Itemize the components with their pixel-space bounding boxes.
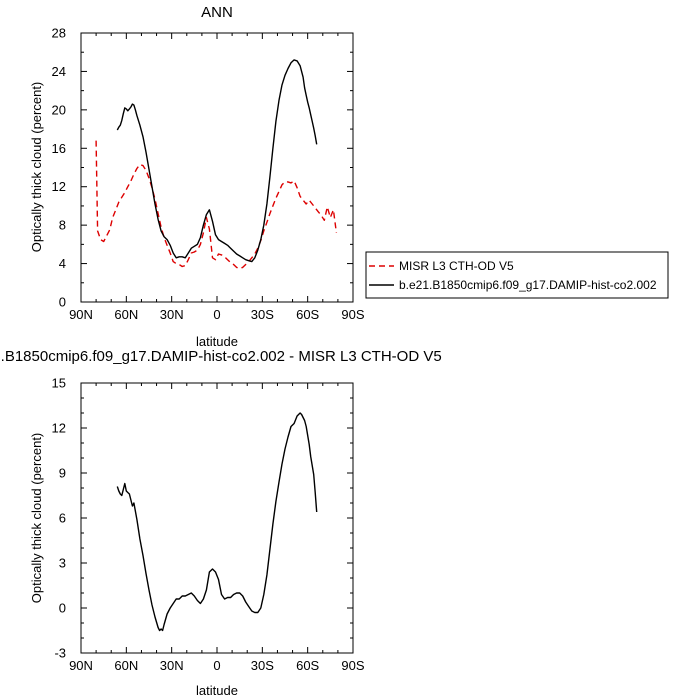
- x-tick-label: 0: [213, 307, 220, 322]
- x-tick-label: 0: [213, 658, 220, 673]
- panel-bottom-y-tick-labels: -3 0 3 6 9 12 15: [52, 376, 66, 661]
- x-tick-label: 60S: [296, 307, 319, 322]
- y-tick-label: 0: [59, 601, 66, 616]
- x-tick-label: 60N: [114, 307, 138, 322]
- x-tick-label: 90N: [69, 658, 93, 673]
- panel-top-title: ANN: [201, 4, 233, 21]
- x-tick-label: 60N: [114, 658, 138, 673]
- x-tick-label: 90N: [69, 307, 93, 322]
- panel-bottom-y-axis-label: Optically thick cloud (percent): [29, 433, 44, 604]
- panel-bottom-series: [116, 412, 318, 632]
- x-tick-label: 30N: [160, 307, 184, 322]
- x-tick-label: 90S: [341, 658, 364, 673]
- legend-label-misr: MISR L3 CTH-OD V5: [399, 259, 514, 273]
- y-tick-label: 15: [52, 376, 66, 391]
- x-tick-label: 60S: [296, 658, 319, 673]
- legend: MISR L3 CTH-OD V5 b.e21.B1850cmip6.f09_g…: [365, 251, 669, 299]
- y-tick-label: 4: [59, 256, 66, 271]
- x-tick-label: 30S: [251, 658, 274, 673]
- panel-top-series: [95, 59, 338, 270]
- panel-top-y-axis-label: Optically thick cloud (percent): [29, 82, 44, 253]
- y-tick-label: 8: [59, 218, 66, 233]
- panel-bottom: 1.B1850cmip6.f09_g17.DAMIP-hist-co2.002 …: [0, 348, 442, 698]
- x-tick-label: 30S: [251, 307, 274, 322]
- panel-top-x-tick-labels: 90N 60N 30N 0 30S 60S 90S: [69, 307, 365, 322]
- y-tick-label: 20: [52, 102, 66, 117]
- y-tick-label: -3: [54, 646, 66, 661]
- panel-top-frame: [80, 32, 354, 303]
- panel-top-x-axis-label: latitude: [196, 334, 238, 349]
- y-tick-label: 12: [52, 179, 66, 194]
- y-tick-label: 0: [59, 295, 66, 310]
- y-tick-label: 28: [52, 26, 66, 41]
- y-tick-label: 6: [59, 511, 66, 526]
- panel-top: ANN 90N 60N 30N 0 30S 60S 90S 0 4 8 12 16 20 24 28 la…: [29, 4, 365, 349]
- x-tick-label: 90S: [341, 307, 364, 322]
- y-tick-label: 9: [59, 466, 66, 481]
- y-tick-label: 3: [59, 556, 66, 571]
- panel-top-ticks: [80, 32, 354, 303]
- series-line-model: [116, 59, 318, 263]
- x-tick-label: 30N: [160, 658, 184, 673]
- panel-top-y-tick-labels: 0 4 8 12 16 20 24 28: [52, 26, 66, 310]
- panel-bottom-x-tick-labels: 90N 60N 30N 0 30S 60S 90S: [69, 658, 365, 673]
- series-line-model: [116, 412, 318, 632]
- panel-bottom-x-axis-label: latitude: [196, 683, 238, 698]
- panel-bottom-title: 1.B1850cmip6.f09_g17.DAMIP-hist-co2.002 …: [0, 348, 442, 365]
- panel-bottom-ticks: [80, 382, 354, 654]
- y-tick-label: 24: [52, 64, 66, 79]
- legend-label-model: b.e21.B1850cmip6.f09_g17.DAMIP-hist-co2.…: [399, 278, 657, 292]
- panel-bottom-frame: [80, 382, 354, 654]
- legend-box: [365, 251, 669, 299]
- y-tick-label: 16: [52, 141, 66, 156]
- y-tick-label: 12: [52, 421, 66, 436]
- series-line-misr: [95, 140, 338, 270]
